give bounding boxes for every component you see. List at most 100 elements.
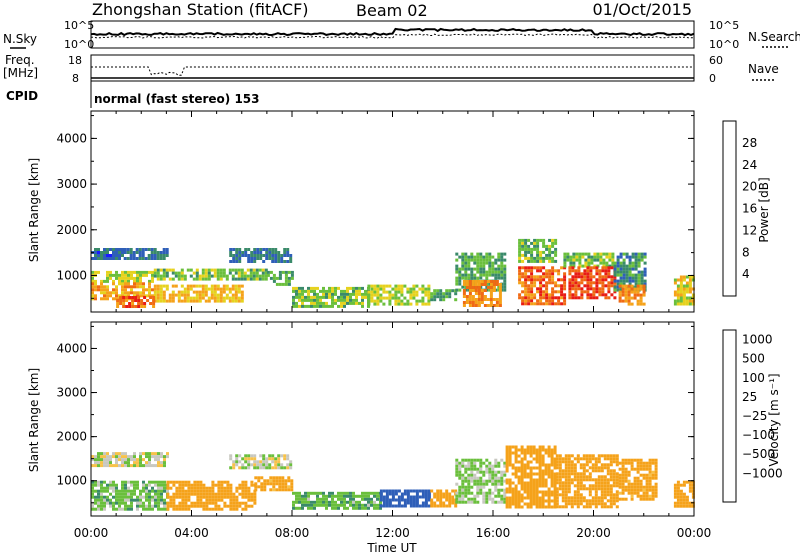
range-cell xyxy=(503,282,507,286)
range-cell xyxy=(427,498,431,502)
range-cell xyxy=(118,294,121,298)
range-cell xyxy=(430,489,434,493)
range-cell xyxy=(157,464,160,468)
range-cell xyxy=(616,258,620,262)
range-cell xyxy=(106,501,109,505)
range-cell xyxy=(637,255,641,259)
range-cell xyxy=(307,304,310,308)
range-cell xyxy=(550,463,554,467)
range-cell xyxy=(304,503,307,507)
range-cell xyxy=(445,295,449,299)
range-cell xyxy=(601,278,605,282)
range-cell xyxy=(651,497,655,501)
range-cell xyxy=(483,304,487,307)
range-cell xyxy=(274,251,278,254)
range-cell xyxy=(217,486,221,490)
range-cell xyxy=(263,488,267,492)
range-cell xyxy=(503,461,507,465)
range-cell xyxy=(160,452,163,456)
range-cell xyxy=(264,271,268,275)
range-cell xyxy=(539,281,543,285)
range-cell xyxy=(550,451,554,455)
range-cell xyxy=(597,460,601,464)
range-cell xyxy=(627,485,631,489)
range-cell xyxy=(153,296,157,300)
range-cell xyxy=(648,488,652,492)
range-cell xyxy=(247,486,251,490)
range-cell xyxy=(142,291,145,295)
range-cell xyxy=(127,464,130,468)
range-cell xyxy=(115,498,118,502)
range-cell xyxy=(455,497,459,501)
range-cell xyxy=(131,305,135,308)
range-cell xyxy=(415,492,419,496)
range-cell xyxy=(427,296,431,300)
range-cell xyxy=(367,494,370,498)
range-cell xyxy=(470,491,474,495)
range-cell xyxy=(476,500,480,504)
range-cell xyxy=(217,489,221,493)
range-cell xyxy=(397,284,401,288)
range-cell xyxy=(618,482,622,486)
range-cell xyxy=(485,467,489,471)
range-cell xyxy=(174,271,178,275)
range-cell xyxy=(256,463,260,467)
range-cell xyxy=(427,504,431,508)
range-cell xyxy=(548,256,552,260)
range-cell xyxy=(177,271,181,275)
range-cell xyxy=(100,486,103,490)
range-cell xyxy=(427,287,431,291)
range-cell xyxy=(542,272,546,276)
range-cell xyxy=(603,478,607,482)
range-cell xyxy=(476,479,480,483)
range-cell xyxy=(121,489,124,493)
range-cell xyxy=(241,495,245,499)
range-cell xyxy=(488,461,492,465)
range-cell xyxy=(159,296,163,300)
range-cell xyxy=(229,504,233,508)
range-cell xyxy=(162,271,166,275)
range-cell xyxy=(494,494,498,498)
range-cell xyxy=(156,254,160,257)
range-cell xyxy=(232,257,236,260)
range-cell xyxy=(542,293,546,297)
range-cell xyxy=(542,278,546,282)
range-cell xyxy=(567,457,571,461)
range-cell xyxy=(500,494,504,498)
range-cell xyxy=(154,492,157,496)
range-cell xyxy=(241,501,245,505)
range-cell xyxy=(94,279,97,283)
range-cell xyxy=(648,470,652,474)
range-cell xyxy=(538,451,542,455)
range-cell xyxy=(262,254,266,257)
range-cell xyxy=(548,275,552,279)
range-cell xyxy=(261,274,265,278)
range-cell xyxy=(159,257,163,260)
range-cell xyxy=(254,482,258,486)
range-cell xyxy=(331,491,334,495)
range-cell xyxy=(500,488,504,492)
range-cell xyxy=(640,258,644,262)
range-cell xyxy=(412,501,416,505)
range-cell xyxy=(213,290,217,294)
range-cell xyxy=(97,288,100,292)
range-cell xyxy=(130,480,133,484)
range-cell xyxy=(271,454,275,458)
range-cell xyxy=(636,482,640,486)
range-cell xyxy=(135,251,139,254)
range-cell xyxy=(253,460,257,464)
range-cell xyxy=(103,297,106,301)
range-cell xyxy=(439,492,443,496)
range-cell xyxy=(382,296,386,300)
range-cell xyxy=(536,266,540,270)
range-cell xyxy=(654,482,658,486)
range-cell xyxy=(255,271,259,275)
range-cell xyxy=(596,258,600,262)
range-cell xyxy=(272,488,276,492)
range-cell xyxy=(536,244,540,248)
range-cell xyxy=(250,504,254,508)
range-cell xyxy=(553,445,557,449)
range-cell xyxy=(523,490,527,494)
range-cell xyxy=(564,505,568,509)
range-cell xyxy=(455,288,459,292)
